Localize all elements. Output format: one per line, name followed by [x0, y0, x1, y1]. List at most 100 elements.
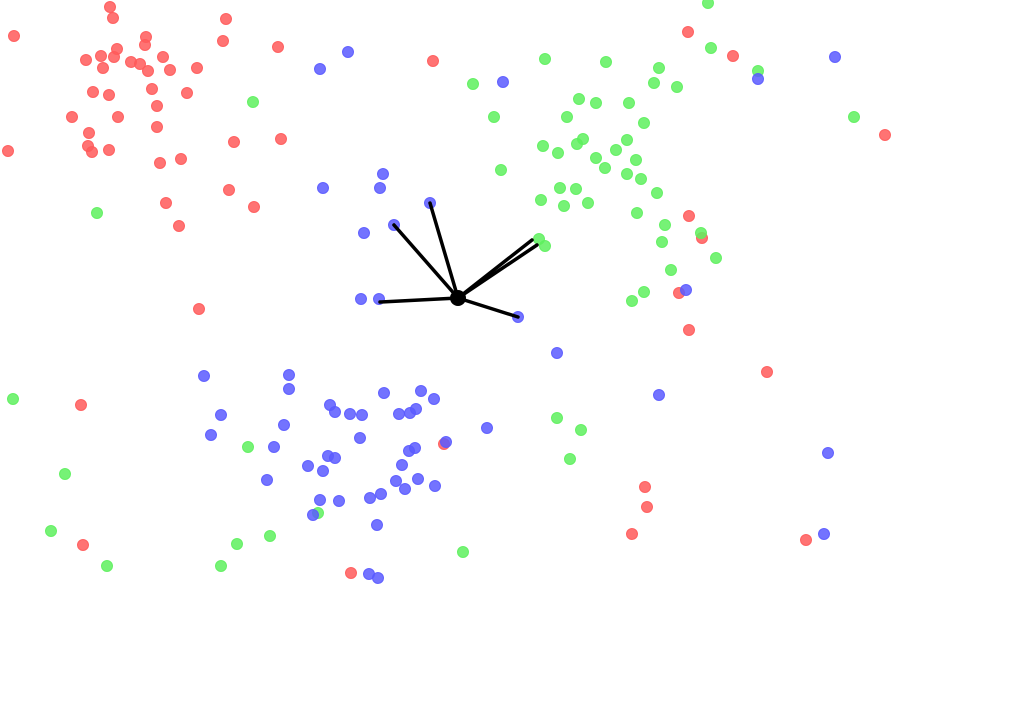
data-point-series-1-44: [727, 50, 739, 62]
data-point-series-2-24: [590, 152, 602, 164]
data-point-series-2-4: [600, 56, 612, 68]
data-point-series-2-22: [552, 147, 564, 159]
data-point-series-3-16: [551, 347, 563, 359]
data-point-series-3-49: [399, 483, 411, 495]
data-point-series-3-34: [205, 429, 217, 441]
data-point-series-1-35: [228, 136, 240, 148]
data-point-series-2-6: [653, 62, 665, 74]
data-points: [2, 0, 891, 584]
neighbor-link-6: [456, 243, 539, 300]
data-point-series-2-10: [247, 96, 259, 108]
data-point-series-1-19: [97, 62, 109, 74]
data-point-series-2-20: [621, 134, 633, 146]
data-point-series-1-37: [223, 184, 235, 196]
data-point-series-3-6: [377, 168, 389, 180]
data-point-series-3-47: [390, 475, 402, 487]
data-point-series-3-36: [440, 436, 452, 448]
data-point-series-1-33: [154, 157, 166, 169]
data-point-series-1-4: [8, 30, 20, 42]
data-point-series-3-11: [358, 227, 370, 239]
data-point-series-3-45: [822, 447, 834, 459]
data-point-series-1-21: [103, 89, 115, 101]
data-point-series-2-3: [539, 53, 551, 65]
data-point-series-2-56: [231, 538, 243, 550]
data-point-series-2-2: [705, 42, 717, 54]
data-point-series-2-43: [710, 252, 722, 264]
data-point-series-1-6: [217, 35, 229, 47]
data-point-series-2-52: [59, 468, 71, 480]
data-point-series-3-4: [829, 51, 841, 63]
data-point-series-2-57: [457, 546, 469, 558]
data-point-series-2-46: [626, 295, 638, 307]
data-point-series-1-41: [193, 303, 205, 315]
data-point-series-2-8: [671, 81, 683, 93]
data-point-series-2-32: [535, 194, 547, 206]
data-point-series-2-45: [638, 286, 650, 298]
data-point-series-3-22: [415, 385, 427, 397]
data-point-series-3-41: [329, 452, 341, 464]
data-point-series-3-20: [653, 389, 665, 401]
neighbor-link-1: [456, 296, 520, 319]
data-point-series-1-42: [427, 55, 439, 67]
data-point-series-1-30: [86, 146, 98, 158]
data-point-series-3-55: [307, 509, 319, 521]
data-point-series-3-31: [215, 409, 227, 421]
data-point-series-1-34: [175, 153, 187, 165]
data-point-series-3-35: [354, 432, 366, 444]
data-point-series-2-39: [656, 236, 668, 248]
data-point-series-3-48: [412, 473, 424, 485]
data-point-series-2-44: [665, 264, 677, 276]
neighbor-link-2: [378, 296, 460, 304]
data-point-series-1-57: [77, 539, 89, 551]
data-point-series-3-26: [344, 408, 356, 420]
data-point-series-2-36: [91, 207, 103, 219]
data-point-series-2-47: [7, 393, 19, 405]
data-point-series-1-38: [160, 197, 172, 209]
data-point-series-3-53: [333, 495, 345, 507]
data-point-series-1-55: [626, 528, 638, 540]
query-point-marker: [450, 290, 466, 306]
data-point-series-3-21: [378, 387, 390, 399]
data-point-series-1-24: [151, 100, 163, 112]
data-point-series-3-5: [752, 73, 764, 85]
data-point-series-3-33: [481, 422, 493, 434]
data-point-series-3-46: [261, 474, 273, 486]
data-point-series-3-7: [374, 182, 386, 194]
data-point-series-2-30: [554, 182, 566, 194]
data-point-series-3-39: [409, 442, 421, 454]
data-point-series-2-14: [488, 111, 500, 123]
data-point-series-3-50: [429, 480, 441, 492]
data-point-series-3-17: [198, 370, 210, 382]
data-point-series-1-10: [157, 51, 169, 63]
data-point-series-1-45: [879, 129, 891, 141]
data-point-series-1-40: [248, 201, 260, 213]
data-point-series-1-16: [142, 65, 154, 77]
neighbor-links: [378, 201, 539, 319]
data-point-series-2-59: [215, 560, 227, 572]
data-point-series-3-2: [314, 63, 326, 75]
data-point-series-3-13: [355, 293, 367, 305]
data-point-series-3-59: [372, 572, 384, 584]
data-point-series-1-22: [146, 83, 158, 95]
data-point-series-1-56: [800, 534, 812, 546]
data-point-series-3-28: [393, 408, 405, 420]
data-point-series-2-37: [631, 207, 643, 219]
data-point-series-1-23: [181, 87, 193, 99]
data-point-series-2-26: [599, 162, 611, 174]
data-point-series-1-31: [103, 144, 115, 156]
data-point-series-3-42: [396, 459, 408, 471]
data-point-series-3-3: [497, 76, 509, 88]
data-point-series-1-12: [95, 50, 107, 62]
data-point-series-1-9: [272, 41, 284, 53]
data-point-series-2-33: [558, 200, 570, 212]
data-point-series-3-52: [314, 494, 326, 506]
data-point-series-2-55: [264, 530, 276, 542]
data-point-series-3-43: [302, 460, 314, 472]
neighbor-link-3: [392, 223, 460, 300]
query-point: [450, 290, 466, 306]
data-point-series-1-25: [66, 111, 78, 123]
data-point-series-3-37: [268, 441, 280, 453]
data-point-series-2-49: [575, 424, 587, 436]
data-point-series-2-48: [551, 412, 563, 424]
